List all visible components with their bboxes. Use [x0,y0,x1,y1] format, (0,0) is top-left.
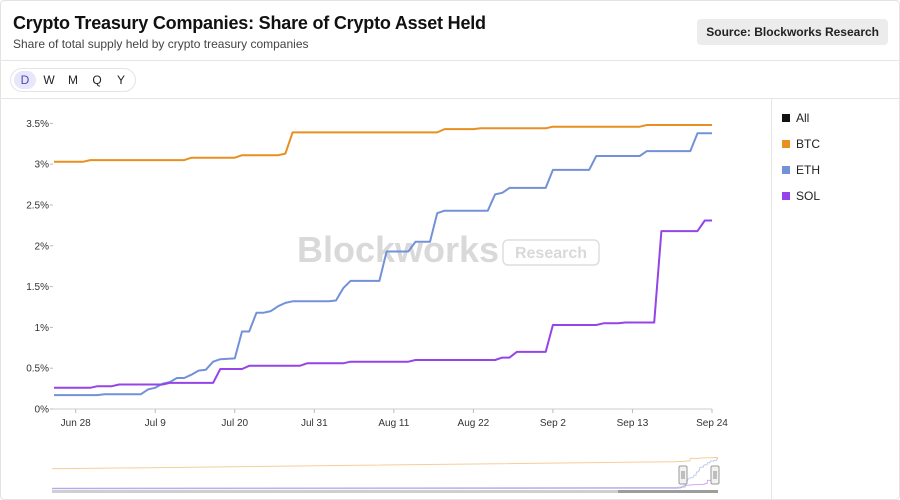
y-tick-label: 3.5% [26,119,49,130]
range-navigator[interactable] [51,452,720,493]
watermark-badge-frame [502,239,600,266]
x-tick-label: Jul 20 [221,418,248,429]
y-axis: 0% 0.5% 1% 1.5% 2% 2.5% 3% 3.5% [26,119,712,416]
series-line-eth [54,132,712,397]
x-tick-label: Jul 31 [301,418,328,429]
x-tick-label: Jun 28 [61,418,91,429]
range-tab-year[interactable]: Y [116,73,125,87]
legend-label-sol: SOL [796,189,821,203]
watermark: Blockworks Research [297,229,600,270]
watermark-brand: Blockworks [297,229,499,270]
legend-item-eth[interactable]: ETH [782,157,820,183]
header-divider [0,60,900,61]
legend-swatch-btc [782,140,790,148]
navigator-scrollbar[interactable] [52,490,718,493]
y-tick-label: 1.5% [26,282,49,293]
navigator-scrollbar-thumb[interactable] [618,490,718,493]
legend-divider [771,99,772,500]
chart-subtitle: Share of total supply held by crypto tre… [13,37,309,51]
y-tick-label: 2% [35,241,50,252]
navigator-line-eth [51,458,718,490]
navigator-track [52,452,718,493]
chart-title: Crypto Treasury Companies: Share of Cryp… [13,13,486,33]
legend-item-sol[interactable]: SOL [782,183,820,209]
range-selector: D W M Q Y [10,68,136,92]
legend: All BTC ETH SOL [782,105,820,209]
x-tick-label: Aug 11 [378,418,409,429]
toolbar-divider [0,98,900,99]
range-tab-quarter[interactable]: Q [92,73,102,87]
legend-swatch-sol [782,192,790,200]
legend-item-all[interactable]: All [782,105,820,131]
legend-item-btc[interactable]: BTC [782,131,820,157]
chart-plot: Blockworks Research 0% 0.5% 1% 1.5% 2% 2.5% 3%… [26,119,728,493]
range-tab-day[interactable]: D [14,71,36,89]
legend-swatch-eth [782,166,790,174]
series-line-sol [54,219,712,389]
legend-label-eth: ETH [796,163,820,177]
navigator-line-btc [51,457,718,470]
source-badge: Source: Blockworks Research [697,19,888,45]
range-tab-week[interactable]: W [43,73,55,87]
y-tick-label: 2.5% [26,201,49,212]
x-tick-label: Jul 9 [145,418,167,429]
y-tick-label: 0% [35,405,50,416]
navigator-handle-right[interactable] [710,465,720,485]
y-tick-label: 1% [35,323,50,334]
x-axis: Jun 28 Jul 9 Jul 20 Jul 31 Aug 11 Aug 22 Sep 2… [61,409,728,429]
legend-swatch-all [782,114,790,122]
x-tick-label: Sep 24 [696,418,728,429]
navigator-handle-left[interactable] [678,465,688,485]
legend-label-btc: BTC [796,137,820,151]
watermark-badge: Research [515,245,587,262]
series-line-btc [54,124,712,163]
legend-label-all: All [796,111,810,125]
y-tick-label: 0.5% [26,364,49,375]
x-tick-label: Sep 2 [540,418,567,429]
y-tick-label: 3% [35,160,50,171]
series-lines [54,124,712,397]
range-tab-month[interactable]: M [68,73,78,87]
x-tick-label: Sep 13 [617,418,649,429]
x-tick-label: Aug 22 [458,418,490,429]
